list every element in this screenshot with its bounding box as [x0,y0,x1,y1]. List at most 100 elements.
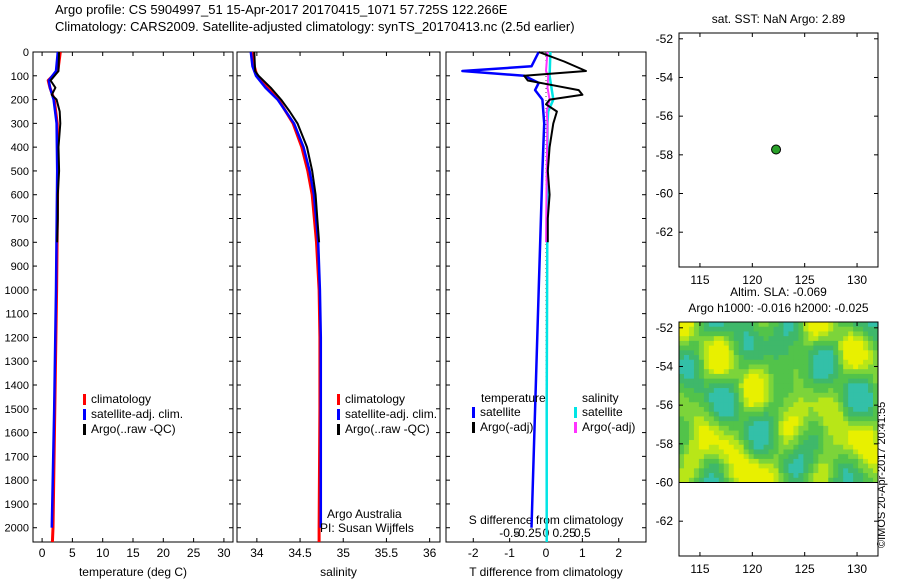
sla-cell [728,359,735,365]
sla-cell [728,336,735,342]
sla-cell [728,458,735,465]
sla-frame-border [678,321,879,557]
sla-cell [718,350,725,356]
sla-cell [793,425,799,431]
sla-cell [743,355,750,361]
sla-cell [803,454,809,460]
sla-cell [813,430,819,436]
sla-cell [808,322,814,328]
sla-cell [783,416,789,422]
sla-cell [788,416,794,422]
sla-cell [753,397,760,403]
sla-cell [858,378,864,384]
sla-cell [708,444,715,450]
sla-cell [863,345,869,351]
sla-cell [848,397,854,403]
sla-cell [748,430,755,436]
sla-cell [838,397,844,403]
sla-cell [873,392,879,398]
sla-cell [708,430,715,436]
sla-cell [763,355,769,361]
depth-tick-label: 1300 [5,356,29,368]
sla-cell [773,421,779,427]
sla-cell [688,369,695,375]
sla-cell [688,425,695,431]
sla-cell [853,336,859,342]
sla-cell [768,421,774,427]
sla-cell [758,322,764,328]
sla-cell [853,444,859,450]
legend-header: salinity [582,391,619,405]
sla-cell [813,468,819,474]
sla-cell [683,388,690,394]
sla-cell [679,435,685,441]
sla-cell [679,350,685,356]
sla-cell [708,402,715,408]
sla-cell [679,425,685,431]
sla-cell [813,336,819,342]
sla-cell [798,326,804,332]
sla-cell [758,373,764,380]
sla-cell [828,340,834,346]
sla-cell [713,402,720,408]
sla-cell [783,392,789,398]
sla-cell [838,369,844,375]
sla-cell [788,364,794,370]
sla-cell [873,373,879,380]
sla-cell [783,430,789,436]
sla-cell [728,378,735,384]
sla-cell [783,355,789,361]
sla-cell [813,435,819,441]
salinity-legend-label: climatology [345,392,405,406]
diff-legend-sal-swatch [574,422,577,433]
sla-cell [728,373,735,380]
sla-cell [843,458,849,465]
sla-cell [773,331,779,337]
sla-cell [833,326,839,332]
sla-cell [738,388,745,394]
sla-cell [833,359,839,365]
sla-cell [718,463,725,469]
sla-cell [798,468,804,474]
sla-cell [688,392,695,398]
sla-cell [679,345,685,351]
sla-cell [823,355,829,361]
sla-cell [858,454,864,460]
sla-cell [768,468,774,474]
sla-cell [793,440,799,446]
sla-cell [718,392,725,398]
sla-cell [798,373,804,380]
sla-cell [848,369,854,375]
sla-cell [688,340,695,346]
sla-cell [733,383,740,389]
sla-cell [733,435,740,441]
sla-cell [698,435,705,441]
sla-cell [823,345,829,351]
sla-cell [833,458,839,465]
sla-cell [723,388,730,394]
sla-cell [708,468,715,474]
sla-cell [788,388,794,394]
sla-cell [733,373,740,380]
sla-cell [713,388,720,394]
sla-cell [748,364,755,370]
sla-cell [853,421,859,427]
sla-cell [713,421,720,427]
sla-cell [698,364,705,370]
sla-cell [693,326,700,332]
sla-cell [868,340,874,346]
sla-cell [858,402,864,408]
sla-cell [753,463,760,469]
sla-cell [793,454,799,460]
sla-cell [803,435,809,441]
sla-cell [708,477,715,483]
sla-cell [713,322,720,328]
sla-cell [733,416,740,422]
sla-cell [728,388,735,394]
sla-cell [683,383,690,389]
sla-cell [873,388,879,394]
sla-cell [768,331,774,337]
sla-cell [803,468,809,474]
sla-cell [758,378,764,384]
sla-cell [728,468,735,474]
